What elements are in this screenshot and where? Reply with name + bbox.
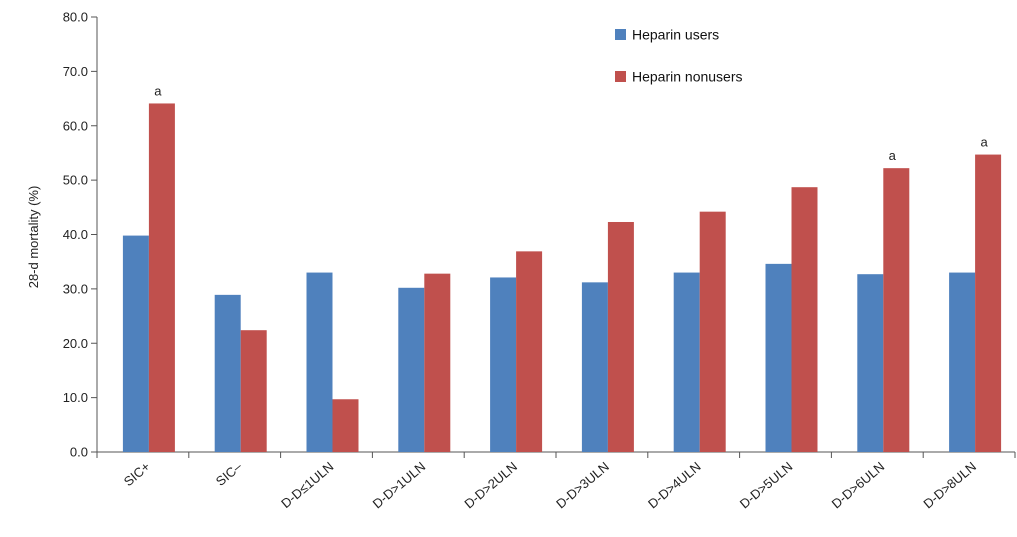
y-tick-label: 10.0 bbox=[63, 390, 88, 405]
y-tick-label: 0.0 bbox=[70, 445, 88, 460]
bar-heparin-nonusers bbox=[424, 273, 451, 452]
bar-heparin-users bbox=[673, 272, 700, 452]
significance-annotation: a bbox=[154, 83, 162, 98]
bars bbox=[122, 103, 1002, 453]
bar-heparin-nonusers bbox=[148, 103, 175, 453]
legend-label: Heparin nonusers bbox=[632, 69, 743, 85]
bar-heparin-nonusers bbox=[975, 154, 1002, 452]
y-tick-label: 60.0 bbox=[63, 118, 88, 133]
bar-heparin-users bbox=[122, 235, 149, 452]
bar-heparin-nonusers bbox=[332, 399, 359, 452]
y-tick-label: 70.0 bbox=[63, 64, 88, 79]
bar-heparin-users bbox=[306, 272, 333, 452]
legend-swatch bbox=[615, 71, 626, 82]
y-tick-label: 80.0 bbox=[63, 10, 88, 25]
y-axis-label: 28-d mortality (%) bbox=[26, 186, 41, 289]
legend-swatch bbox=[615, 29, 626, 40]
significance-annotation: a bbox=[889, 148, 897, 163]
significance-annotation: a bbox=[980, 135, 988, 150]
bar-heparin-nonusers bbox=[883, 168, 910, 452]
legend-label: Heparin users bbox=[632, 27, 719, 43]
y-tick-label: 30.0 bbox=[63, 281, 88, 296]
bar-heparin-nonusers bbox=[607, 221, 634, 452]
bar-heparin-nonusers bbox=[240, 330, 267, 452]
bar-heparin-nonusers bbox=[699, 211, 726, 452]
bar-heparin-users bbox=[765, 263, 792, 452]
bar-heparin-users bbox=[398, 287, 425, 452]
y-tick-label: 20.0 bbox=[63, 336, 88, 351]
bar-heparin-users bbox=[490, 277, 517, 452]
bar-heparin-nonusers bbox=[791, 187, 818, 452]
y-tick-label: 50.0 bbox=[63, 173, 88, 188]
y-tick-label: 40.0 bbox=[63, 227, 88, 242]
bar-heparin-users bbox=[581, 282, 608, 452]
bar-heparin-users bbox=[214, 294, 241, 452]
bar-heparin-nonusers bbox=[516, 251, 543, 452]
bar-heparin-users bbox=[857, 274, 884, 452]
bar-heparin-users bbox=[949, 272, 976, 452]
legend: Heparin users Heparin nonusers bbox=[615, 27, 743, 85]
annotations: a a a bbox=[154, 83, 988, 163]
y-axis: 0.0 10.0 20.0 30.0 40.0 50.0 60.0 70.0 80.0 bbox=[63, 10, 98, 460]
